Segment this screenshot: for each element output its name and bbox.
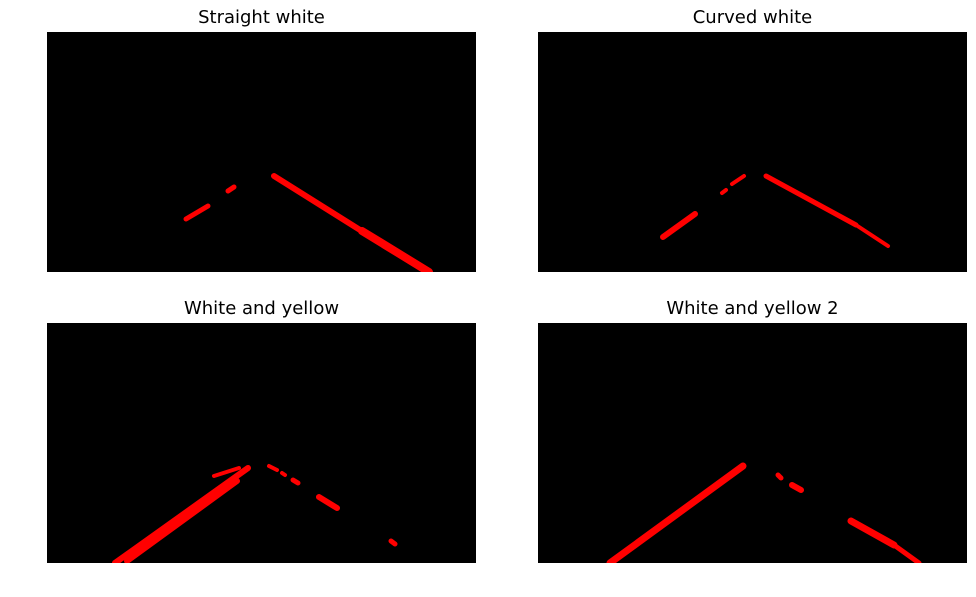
- lane-segment: [124, 478, 240, 563]
- lane-segment: [660, 211, 698, 240]
- panel-white-and-yellow: White and yellow: [47, 291, 476, 564]
- panel-title: Straight white: [198, 7, 325, 28]
- lane-segment: [606, 462, 747, 563]
- lane-segment: [789, 482, 804, 493]
- lane-mask-svg: [660, 173, 890, 248]
- panel-title: Curved white: [692, 7, 813, 28]
- lane-mask-image: [47, 32, 476, 272]
- lane-segment: [212, 466, 241, 478]
- lane-mask-image: [538, 323, 967, 563]
- lane-segment: [847, 517, 898, 549]
- lane-segment: [112, 465, 251, 563]
- lane-mask-image: [47, 323, 476, 563]
- panel-straight-white: Straight white: [47, 0, 476, 272]
- lane-segment: [720, 188, 728, 195]
- lane-segment: [891, 542, 922, 563]
- lane-segment: [775, 472, 784, 481]
- panel-white-and-yellow-2: White and yellow 2: [538, 291, 967, 564]
- panel-curved-white: Curved white: [538, 0, 967, 272]
- lane-segment: [388, 538, 398, 547]
- lane-segment: [763, 173, 859, 228]
- panel-title: White and yellow 2: [666, 298, 839, 319]
- lane-segment: [290, 477, 301, 486]
- lane-mask-image: [538, 32, 967, 272]
- lane-segment: [730, 174, 746, 186]
- lane-segment: [316, 494, 340, 511]
- lane-mask-svg: [606, 462, 922, 563]
- lane-segment: [267, 464, 279, 472]
- lane-segment: [854, 223, 890, 248]
- lane-segment: [225, 184, 237, 194]
- lane-mask-svg: [183, 173, 433, 272]
- lane-segment: [280, 471, 287, 477]
- panel-title: White and yellow: [183, 298, 340, 319]
- lane-segment: [183, 203, 211, 222]
- lane-segment: [358, 227, 433, 272]
- lane-mask-svg: [112, 464, 398, 563]
